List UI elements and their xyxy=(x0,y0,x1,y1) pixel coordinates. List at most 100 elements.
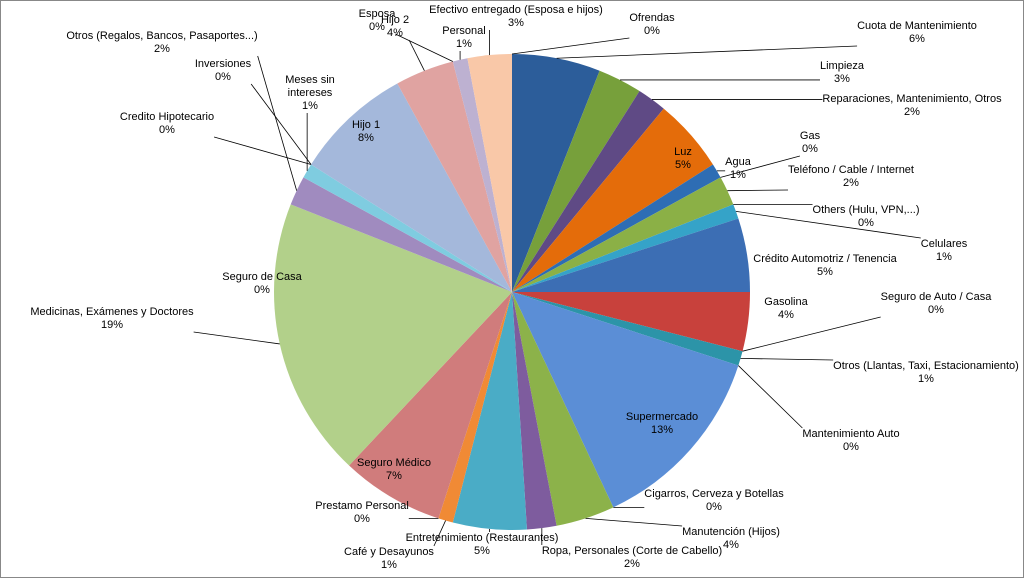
slice-label: Crédito Automotriz / Tenencia 5% xyxy=(753,253,896,279)
leader-line xyxy=(257,55,298,191)
slice-label: Seguro de Auto / Casa 0% xyxy=(881,291,992,317)
value-label: 0% xyxy=(928,304,944,316)
value-label: 0% xyxy=(706,501,722,513)
category-name: Esposa xyxy=(358,8,396,20)
leader-line xyxy=(193,331,280,345)
value-label: 1% xyxy=(730,169,746,181)
slice-label: Otros (Regalos, Bancos, Pasaportes...) 2% xyxy=(66,30,257,56)
pie-slice xyxy=(512,292,614,526)
leader-line xyxy=(738,365,803,429)
category-name: Credito Hipotecario xyxy=(119,111,215,123)
pie-slice xyxy=(397,61,512,293)
pie-slice xyxy=(512,292,557,530)
pie-slice xyxy=(303,164,512,292)
value-label: 0% xyxy=(802,143,818,155)
category-name: Agua xyxy=(725,156,751,168)
slice-label: Celulares 1% xyxy=(921,238,967,264)
value-label: 1% xyxy=(918,373,934,385)
slice-label: Gas 0% xyxy=(800,130,820,156)
slice-label: Hijo 2 4% xyxy=(381,14,409,40)
leader-line xyxy=(742,316,881,352)
value-label: 0% xyxy=(215,71,231,83)
pie-slice xyxy=(438,292,512,523)
category-name: Reparaciones, Mantenimiento, Otros xyxy=(822,93,1002,105)
category-name: Medicinas, Exámenes y Doctores xyxy=(30,306,194,318)
pie-slice xyxy=(452,58,512,292)
pie-slice xyxy=(512,54,600,292)
pie-slice xyxy=(512,292,743,366)
value-label: 7% xyxy=(386,470,402,482)
slice-label: Others (Hulu, VPN,...) 0% xyxy=(813,204,920,230)
category-name: Gasolina xyxy=(764,296,808,308)
category-name: Cuota de Mantenimiento xyxy=(857,20,977,32)
pie-slice xyxy=(274,204,512,466)
pie-slice xyxy=(512,164,721,292)
slice-label: Luz 5% xyxy=(674,146,692,172)
category-name: Inversiones xyxy=(194,58,252,70)
slice-label: Ropa, Personales (Corte de Cabello) 2% xyxy=(542,545,722,571)
value-label: 2% xyxy=(843,177,859,189)
value-label: 3% xyxy=(834,73,850,85)
category-name: Meses sin intereses xyxy=(285,74,335,99)
slice-label: Reparaciones, Mantenimiento, Otros 2% xyxy=(822,93,1001,119)
value-label: 2% xyxy=(624,558,640,570)
pie-slice xyxy=(512,204,739,292)
value-label: 0% xyxy=(159,124,175,136)
slice-label: Esposa 0% xyxy=(359,8,396,34)
slice-label: Prestamo Personal 0% xyxy=(315,500,409,526)
slice-label: Otros (Llantas, Taxi, Estacionamiento) 1% xyxy=(833,360,1019,386)
slice-label: Café y Desayunos 1% xyxy=(344,546,434,572)
slice-label: Seguro de Casa 0% xyxy=(222,271,302,297)
value-label: 4% xyxy=(723,539,739,551)
value-label: 0% xyxy=(369,21,385,33)
slice-label: Manutención (Hijos) 4% xyxy=(682,526,780,552)
pie-slice xyxy=(512,292,750,352)
slice-label: Limpieza 3% xyxy=(820,60,864,86)
value-label: 0% xyxy=(254,284,270,296)
pie-slice xyxy=(290,177,512,292)
value-label: 5% xyxy=(474,545,490,557)
pie-slice xyxy=(512,70,640,292)
slice-label: Teléfono / Cable / Internet 2% xyxy=(788,164,914,190)
value-label: 0% xyxy=(843,441,859,453)
leader-line xyxy=(720,155,801,178)
value-label: 1% xyxy=(456,38,472,50)
slice-label: Gasolina 4% xyxy=(764,296,807,322)
leader-line xyxy=(408,39,425,71)
leader-line xyxy=(395,33,453,62)
value-label: 19% xyxy=(100,319,124,331)
slice-label: Entretenimiento (Restaurantes) 5% xyxy=(406,532,559,558)
leader-line xyxy=(740,357,834,361)
value-label: 0% xyxy=(644,25,660,37)
leader-line xyxy=(556,45,858,59)
slice-label: Supermercado 13% xyxy=(626,411,698,437)
category-name: Entretenimiento (Restaurantes) xyxy=(405,532,559,544)
leader-line xyxy=(511,37,630,55)
value-label: 1% xyxy=(302,100,318,112)
category-name: Ofrendas xyxy=(629,12,675,24)
slice-label: Hijo 1 8% xyxy=(352,119,380,145)
category-name: Ropa, Personales (Corte de Cabello) xyxy=(541,545,723,557)
value-label: 1% xyxy=(936,251,952,263)
slice-label: Cigarros, Cerveza y Botellas 0% xyxy=(644,488,783,514)
value-label: 8% xyxy=(358,132,374,144)
category-name: Café y Desayunos xyxy=(344,546,434,558)
category-name: Celulares xyxy=(920,238,968,250)
slice-label: Meses sin intereses 1% xyxy=(275,74,345,113)
pie-slice xyxy=(467,54,512,292)
slice-label: Cuota de Mantenimiento 6% xyxy=(857,20,977,46)
value-label: 0% xyxy=(354,513,370,525)
category-name: Limpieza xyxy=(819,60,865,72)
category-name: Luz xyxy=(674,146,692,158)
pie-slice xyxy=(512,177,734,292)
leader-line xyxy=(250,83,312,165)
category-name: Cigarros, Cerveza y Botellas xyxy=(644,488,784,500)
category-name: Manutención (Hijos) xyxy=(682,526,780,538)
category-name: Mantenimiento Auto xyxy=(802,428,900,440)
slice-label: Ofrendas 0% xyxy=(629,12,674,38)
slice-label: Medicinas, Exámenes y Doctores 19% xyxy=(30,306,193,332)
category-name: Efectivo entregado (Esposa e hijos) xyxy=(429,4,603,16)
slice-label: Mantenimiento Auto 0% xyxy=(802,428,899,454)
pie-slice xyxy=(512,292,739,508)
